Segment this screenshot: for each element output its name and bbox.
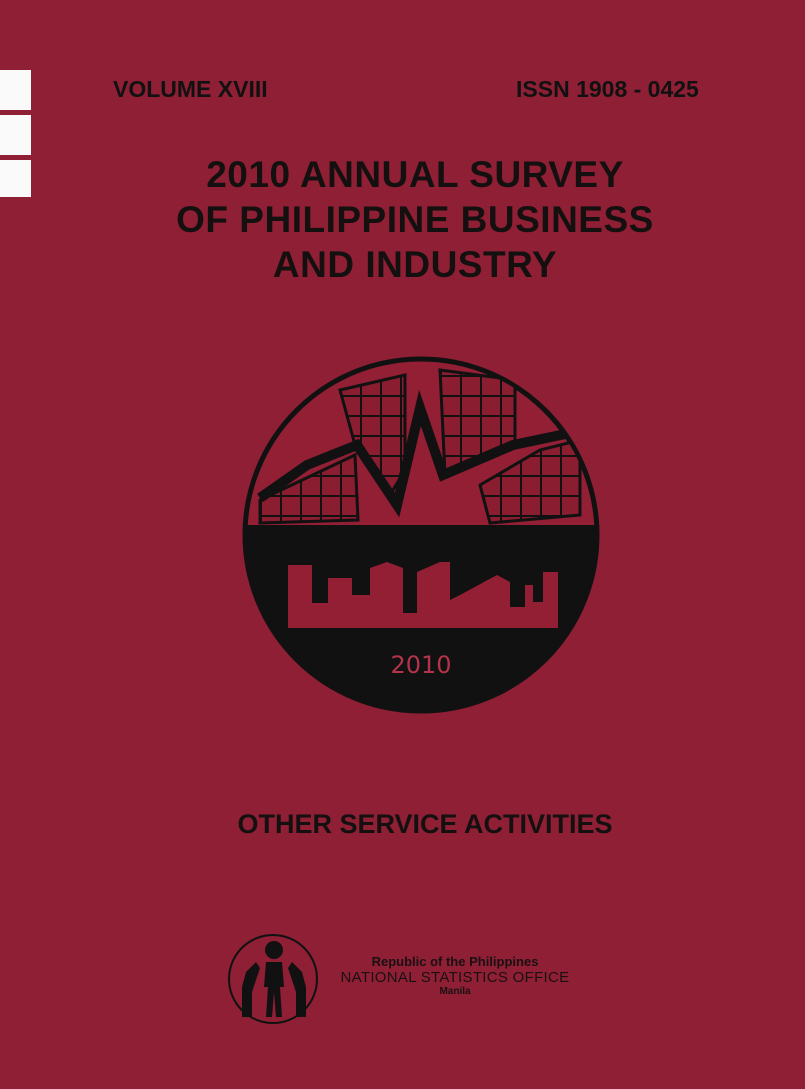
binder-tab	[0, 70, 31, 110]
binder-tab	[0, 115, 31, 155]
title-line: OF PHILIPPINE BUSINESS	[176, 199, 654, 240]
binder-tab	[0, 160, 31, 197]
emblem-year: 2010	[390, 651, 451, 679]
publisher-line1: Republic of the Philippines	[371, 954, 539, 969]
title-line: AND INDUSTRY	[272, 244, 558, 285]
publisher-block: Republic of the Philippines NATIONAL STA…	[325, 954, 585, 997]
nso-logo-icon	[228, 934, 318, 1024]
volume-label: VOLUME XVIII	[113, 76, 268, 102]
issn-label: ISSN 1908 - 0425	[516, 76, 699, 102]
publisher-line2: NATIONAL STATISTICS OFFICE	[340, 969, 570, 986]
page-title: 2010 ANNUAL SURVEY OF PHILIPPINE BUSINES…	[0, 152, 805, 287]
survey-emblem-icon: 2010	[242, 356, 600, 714]
subject-title: OTHER SERVICE ACTIVITIES	[237, 809, 613, 839]
publisher-line3: Manila	[439, 986, 471, 997]
title-line: 2010 ANNUAL SURVEY	[206, 154, 624, 195]
